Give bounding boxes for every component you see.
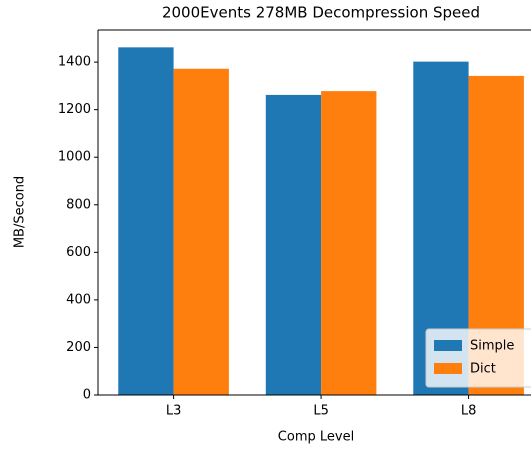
legend-swatch: [434, 340, 462, 351]
x-axis-label: Comp Level: [278, 430, 354, 445]
bar: [265, 94, 322, 395]
y-axis-label: MB/Second: [13, 176, 28, 248]
y-tick-label: 400: [66, 292, 91, 307]
x-tick-label: L5: [313, 404, 329, 419]
y-tick-label: 600: [66, 245, 91, 260]
x-tick-label: L3: [166, 404, 182, 419]
y-tick-label: 1400: [58, 55, 91, 70]
bar: [321, 91, 377, 395]
bar: [173, 68, 229, 395]
y-tick-label: 1200: [58, 102, 91, 117]
y-tick-label: 200: [66, 340, 91, 355]
y-tick-label: 0: [83, 388, 91, 403]
legend-label: Dict: [470, 362, 496, 377]
bar: [118, 47, 174, 395]
legend-label: Simple: [470, 339, 514, 354]
y-tick-label: 800: [66, 197, 91, 212]
chart-title: 2000Events 278MB Decompression Speed: [162, 4, 480, 22]
y-tick-label: 1000: [58, 150, 91, 165]
legend-swatch: [434, 363, 462, 374]
x-tick-label: L8: [461, 404, 477, 419]
